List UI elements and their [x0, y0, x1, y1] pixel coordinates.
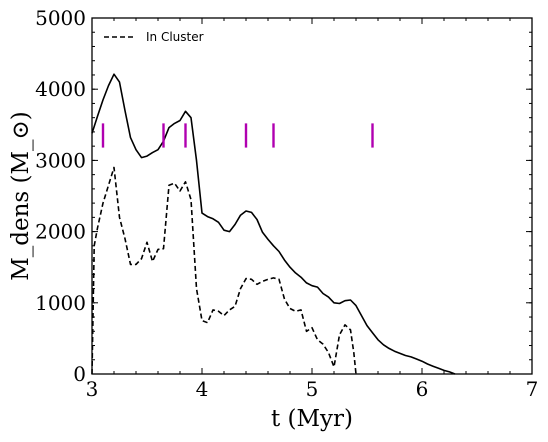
- in-cluster-line: [91, 166, 357, 375]
- axes-frame: [91, 17, 533, 375]
- x-tick-label: 6: [416, 377, 429, 401]
- legend-label-in-cluster: In Cluster: [146, 30, 204, 44]
- ticks: 3 4 5 6 7 0 1000 2000 3000 4000 5000: [35, 6, 538, 401]
- y-tick-label: 0: [73, 362, 86, 386]
- axes: [91, 17, 533, 375]
- legend: In Cluster: [104, 30, 204, 44]
- x-axis-title: t (Myr): [271, 406, 353, 432]
- total-mass-line: [91, 73, 456, 375]
- y-tick-label: 1000: [35, 291, 86, 315]
- y-tick-label: 2000: [35, 220, 86, 244]
- x-tick-label: 3: [86, 377, 99, 401]
- y-axis-title: M_dens (M_⊙): [8, 111, 34, 281]
- y-tick-label: 5000: [35, 6, 86, 30]
- y-tick-label: 3000: [35, 148, 86, 172]
- y-tick-label: 4000: [35, 77, 86, 101]
- x-tick-label: 4: [196, 377, 209, 401]
- x-tick-label: 5: [306, 377, 319, 401]
- marker-group: [101, 123, 374, 148]
- series-group: [91, 73, 456, 375]
- x-tick-label: 7: [526, 377, 539, 401]
